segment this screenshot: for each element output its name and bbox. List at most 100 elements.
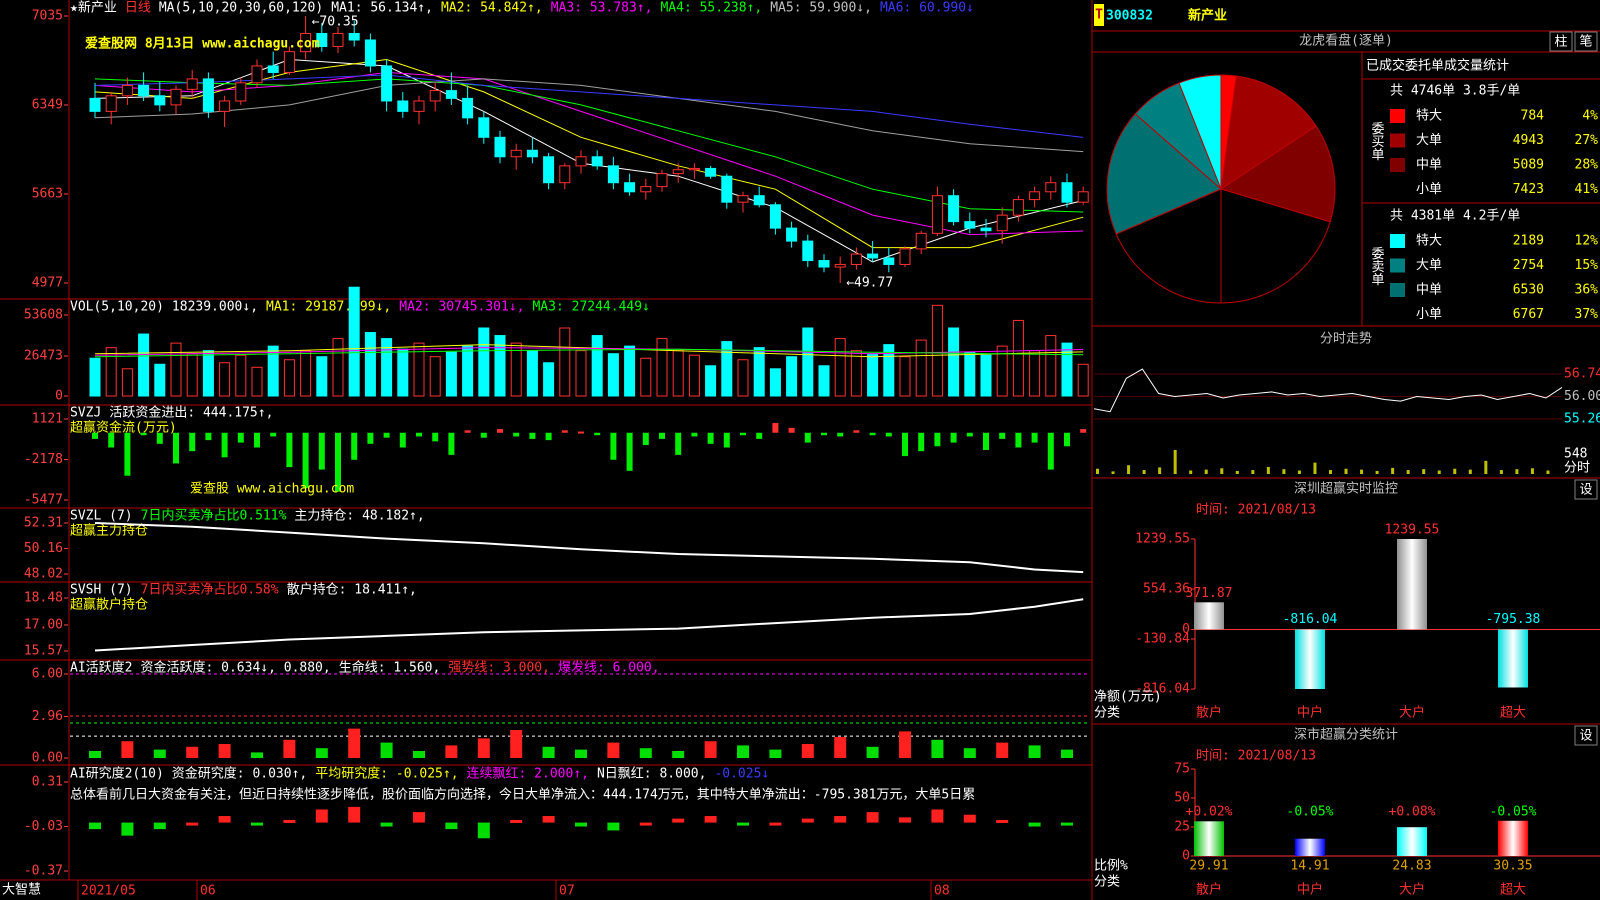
flow-bar <box>821 432 827 436</box>
activity-bar <box>607 742 620 758</box>
volume-bar <box>413 342 425 397</box>
candle-body <box>300 33 312 53</box>
activity-bar <box>996 742 1009 758</box>
candle-body <box>915 232 927 250</box>
flow-bar <box>286 432 293 468</box>
volume-bar <box>705 365 717 397</box>
volume-bar <box>478 327 490 397</box>
candle-body <box>1045 182 1057 193</box>
research-bar <box>607 822 620 831</box>
row-value: 2189 <box>1513 234 1544 249</box>
flow-bar <box>383 432 390 438</box>
candle-body <box>1061 182 1073 203</box>
flow-bar <box>594 432 601 436</box>
date-label: 06 <box>200 884 216 899</box>
volume-bar <box>834 338 846 397</box>
row-pct: 4% <box>1582 109 1598 124</box>
volume-bar <box>1029 350 1041 397</box>
bar <box>1498 820 1528 856</box>
button-box[interactable] <box>1574 479 1598 500</box>
category-label: 中户 <box>1297 705 1323 721</box>
value-label: 24.83 <box>1392 859 1431 874</box>
flow-bar <box>983 432 989 450</box>
flow-bar <box>626 432 633 471</box>
candle-body <box>121 84 133 97</box>
side-label: 委买单 <box>1369 122 1385 161</box>
header-item: MA3: 27244.449↓ <box>532 300 649 315</box>
flow-bar <box>416 432 422 437</box>
intraday-volume <box>1453 468 1457 474</box>
activity-bar <box>801 744 814 758</box>
candle-body <box>721 175 733 203</box>
row-value: 784 <box>1521 109 1545 124</box>
category-label: 散户 <box>1196 882 1222 898</box>
bar <box>1498 629 1528 688</box>
row-pct: 37% <box>1575 307 1599 322</box>
row-label: 中单 <box>1416 158 1442 173</box>
volume-bar <box>462 345 474 397</box>
candle-body <box>332 33 344 47</box>
volume-bar <box>640 357 652 397</box>
research-bar <box>283 819 296 823</box>
research-bar <box>315 809 328 823</box>
flow-bar <box>140 432 147 436</box>
flow-bar <box>1047 432 1054 470</box>
candle-body <box>931 195 943 234</box>
flow-bar <box>950 432 957 443</box>
research-bar <box>639 822 652 826</box>
flow-bar <box>335 432 341 492</box>
header-item: MA2: 30745.301↓, <box>399 300 524 315</box>
candle-body <box>769 204 781 229</box>
row-pct: 28% <box>1575 158 1599 173</box>
header-item: MA1: 29187.199↓, <box>266 300 391 315</box>
candle-body <box>1077 191 1089 203</box>
y-tick-label: 75 <box>1174 762 1190 777</box>
flow-bar <box>270 432 277 437</box>
volume-bar <box>915 339 927 397</box>
candle-body <box>624 182 636 193</box>
intraday-volume <box>1546 470 1550 474</box>
candle-body <box>251 65 263 84</box>
flow-bar <box>432 432 439 442</box>
header-item: 平均研究度: -0.025↑, <box>315 766 458 782</box>
intraday-volume <box>1111 471 1115 474</box>
flow-bar <box>804 432 811 443</box>
button-box[interactable] <box>1574 31 1598 52</box>
y-tick-label: 48.02 <box>24 567 63 582</box>
activity-bar <box>251 752 263 758</box>
volume-bar <box>510 342 522 397</box>
activity-bar <box>575 749 587 758</box>
badge: T <box>1095 8 1103 23</box>
header-item: SVSH (7) <box>70 583 133 598</box>
change-label: +0.02% <box>1186 805 1233 820</box>
volume-bar <box>802 327 814 397</box>
volume-bar <box>899 356 911 397</box>
y-tick-label: 1121 <box>32 412 63 427</box>
time-label: 时间: 2021/08/13 <box>1196 503 1316 518</box>
activity-bar <box>477 738 490 758</box>
flow-bar <box>772 422 779 433</box>
candle-body <box>348 33 360 41</box>
row-value: 6530 <box>1513 283 1544 298</box>
activity-bar <box>542 746 555 758</box>
flow-bar <box>108 432 115 448</box>
header-item: AI研究度2(10) <box>70 766 164 782</box>
volume-bar <box>948 327 960 397</box>
flow-bar <box>707 432 714 444</box>
volume-bar <box>1061 342 1073 397</box>
intraday-volume <box>1220 468 1224 474</box>
button-box[interactable] <box>1574 725 1598 746</box>
intraday-volume <box>1313 462 1317 474</box>
volume-bar <box>397 348 409 397</box>
flow-bar <box>124 432 131 476</box>
y-tick-label: 554.36 <box>1143 581 1190 596</box>
button-box[interactable] <box>1549 31 1573 52</box>
category-label: 大户 <box>1399 705 1425 721</box>
y-tick-label: 15.57 <box>24 644 63 659</box>
header-item: 7日内买卖净占比0.511% <box>141 508 287 524</box>
date-label: 08 <box>934 884 950 899</box>
axis-label: 比例% <box>1094 859 1128 874</box>
activity-bar <box>639 748 652 758</box>
row-pct: 36% <box>1575 283 1599 298</box>
legend-swatch <box>1390 133 1405 148</box>
